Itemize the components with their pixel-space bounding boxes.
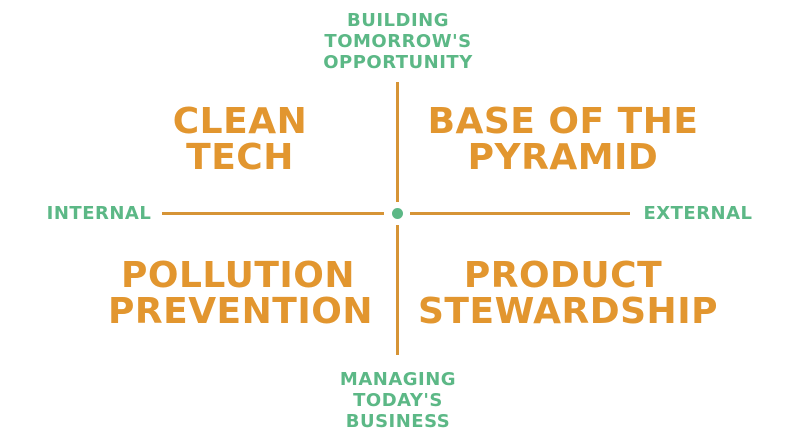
bottom-axis-label-line: MANAGING <box>339 369 457 390</box>
quadrant-base-of-the-pyramid: BASE OF THE PYRAMID <box>418 104 708 176</box>
bottom-axis-label-line: TODAY'S <box>353 390 443 411</box>
top-axis-label-line: BUILDING <box>347 10 449 31</box>
top-axis-label-line: OPPORTUNITY <box>323 52 473 73</box>
horizontal-axis-left <box>162 212 384 215</box>
quadrant-title-line: PRODUCT <box>463 255 663 296</box>
quadrant-title-line: POLLUTION <box>121 255 355 296</box>
quadrant-title-line: PREVENTION <box>108 291 373 332</box>
quadrant-pollution-prevention: POLLUTION PREVENTION <box>108 255 373 332</box>
left-axis-label: INTERNAL <box>46 203 152 224</box>
vertical-axis-bottom <box>396 225 399 355</box>
quadrant-product-stewardship: PRODUCT STEWARDSHIP <box>418 255 718 332</box>
quadrant-title-line: BASE OF THE <box>427 101 699 142</box>
center-dot <box>392 208 403 219</box>
top-axis-label-line: TOMORROW'S <box>324 31 472 52</box>
quadrant-title-line: TECH <box>186 137 294 178</box>
bottom-axis-label-line: BUSINESS <box>345 411 451 432</box>
top-axis-label: BUILDING TOMORROW'S OPPORTUNITY <box>298 10 498 73</box>
right-axis-label: EXTERNAL <box>643 203 753 224</box>
vertical-axis-top <box>396 82 399 202</box>
horizontal-axis-right <box>410 212 630 215</box>
quadrant-title-line: CLEAN <box>172 101 308 142</box>
quadrant-title-line: PYRAMID <box>467 137 659 178</box>
quadrant-title-line: STEWARDSHIP <box>418 291 718 332</box>
bottom-axis-label: MANAGING TODAY'S BUSINESS <box>298 369 498 432</box>
quadrant-clean-tech: CLEAN TECH <box>130 104 350 176</box>
